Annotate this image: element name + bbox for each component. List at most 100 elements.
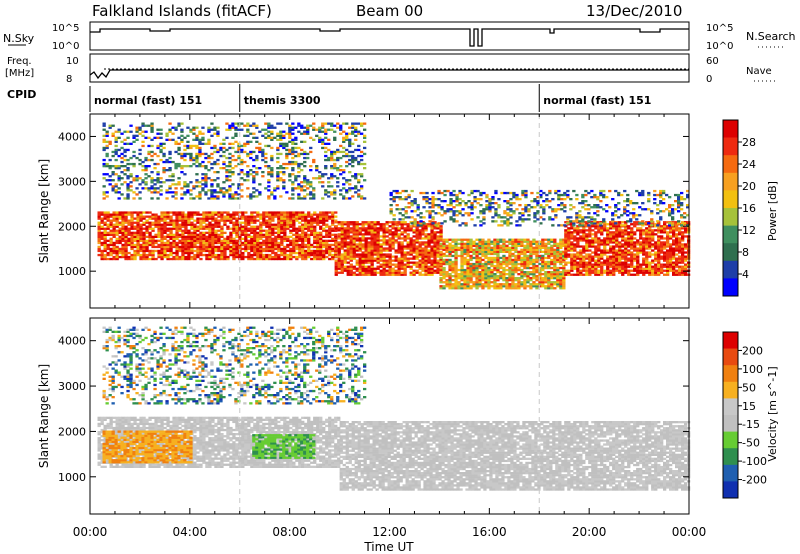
heatmap-cell <box>648 253 652 256</box>
heatmap-cell <box>171 179 175 182</box>
heatmap-cell <box>412 255 416 258</box>
heatmap-cell <box>559 266 563 270</box>
heatmap-cell <box>124 255 128 259</box>
heatmap-cell <box>484 279 488 282</box>
heatmap-cell <box>334 273 338 276</box>
heatmap-cell <box>636 253 640 256</box>
heatmap-cell <box>553 244 557 247</box>
heatmap-cell <box>609 231 613 234</box>
heatmap-cell <box>499 264 503 268</box>
heatmap-cell <box>231 173 235 176</box>
heatmap-cell <box>190 251 194 255</box>
heatmap-cell <box>142 257 146 261</box>
heatmap-cell <box>570 231 574 234</box>
heatmap-cell <box>538 242 542 245</box>
heatmap-cell <box>198 191 202 194</box>
heatmap-cell <box>415 231 419 234</box>
heatmap-cell <box>343 265 347 268</box>
heatmap-cell <box>208 235 212 238</box>
heatmap-cell <box>478 238 482 241</box>
heatmap-cell <box>660 265 664 268</box>
heatmap-cell <box>466 248 470 251</box>
heatmap-cell <box>424 263 428 266</box>
heatmap-cell <box>600 261 604 264</box>
heatmap-cell <box>391 241 395 244</box>
heatmap-cell <box>178 239 182 242</box>
heatmap-cell <box>184 251 188 255</box>
heatmap-cell <box>358 263 362 266</box>
heatmap-cell <box>603 251 607 254</box>
heatmap-cell <box>193 255 197 259</box>
heatmap-cell <box>298 253 302 257</box>
heatmap-cell <box>621 255 625 258</box>
heatmap-cell <box>210 195 214 198</box>
heatmap-cell <box>241 229 245 232</box>
heatmap-cell <box>105 195 109 198</box>
heatmap-cell <box>187 237 191 240</box>
heatmap-cell <box>379 259 383 262</box>
heatmap-cell <box>117 154 121 158</box>
heatmap-cell <box>633 259 637 262</box>
heatmap-cell <box>624 265 628 268</box>
heatmap-cell <box>252 136 256 139</box>
heatmap-cell <box>397 273 401 276</box>
heatmap-cell <box>681 267 685 270</box>
heatmap-cell <box>615 239 619 242</box>
heatmap-cell <box>148 249 152 253</box>
heatmap-cell <box>340 257 344 260</box>
heatmap-cell <box>529 256 533 260</box>
heatmap-cell <box>307 249 311 253</box>
heatmap-cell <box>663 273 667 276</box>
heatmap-cell <box>250 231 254 234</box>
heatmap-cell <box>439 233 443 236</box>
heatmap-cell <box>277 241 281 245</box>
heatmap-cell <box>229 231 233 234</box>
heatmap-cell <box>270 130 274 133</box>
heatmap-cell <box>463 287 467 290</box>
heatmap-cell <box>139 247 143 251</box>
heatmap-cell <box>562 266 566 270</box>
heatmap-cell <box>618 231 622 234</box>
heatmap-cell <box>112 235 116 238</box>
heatmap-cell <box>538 275 542 278</box>
heatmap-cell <box>684 251 688 254</box>
heatmap-cell <box>120 160 124 164</box>
heatmap-cell <box>514 258 518 262</box>
heatmap-cell <box>235 219 239 222</box>
heatmap-cell <box>163 251 167 255</box>
heatmap-cell <box>117 167 121 170</box>
heatmap-cell <box>594 269 598 272</box>
heatmap-cell <box>112 245 116 249</box>
heatmap-cell <box>624 237 628 240</box>
heatmap-cell <box>346 237 350 240</box>
heatmap-cell <box>150 191 154 194</box>
heatmap-cell <box>550 248 554 251</box>
heatmap-cell <box>400 233 404 236</box>
heatmap-cell <box>415 253 419 256</box>
heatmap-cell <box>439 253 443 256</box>
heatmap-cell <box>237 173 241 176</box>
heatmap-cell <box>508 268 512 272</box>
heatmap-cell <box>397 223 401 226</box>
heatmap-cell <box>210 189 214 192</box>
heatmap-cell <box>511 248 515 251</box>
heatmap-cell <box>559 262 563 266</box>
heatmap-cell <box>529 248 533 251</box>
heatmap-cell <box>633 267 637 270</box>
heatmap-cell <box>469 275 473 278</box>
heatmap-cell <box>97 215 101 218</box>
heatmap-cell <box>570 237 574 240</box>
heatmap-cell <box>621 261 625 264</box>
heatmap-cell <box>370 249 374 252</box>
heatmap-cell <box>576 261 580 264</box>
heatmap-cell <box>645 233 649 236</box>
heatmap-cell <box>100 251 104 255</box>
heatmap-cell <box>400 271 404 274</box>
heatmap-cell <box>172 225 176 228</box>
heatmap-cell <box>213 197 217 200</box>
heatmap-cell <box>523 279 527 282</box>
heatmap-cell <box>115 251 119 255</box>
heatmap-cell <box>130 253 134 257</box>
heatmap-cell <box>591 233 595 236</box>
heatmap-cell <box>132 140 136 143</box>
